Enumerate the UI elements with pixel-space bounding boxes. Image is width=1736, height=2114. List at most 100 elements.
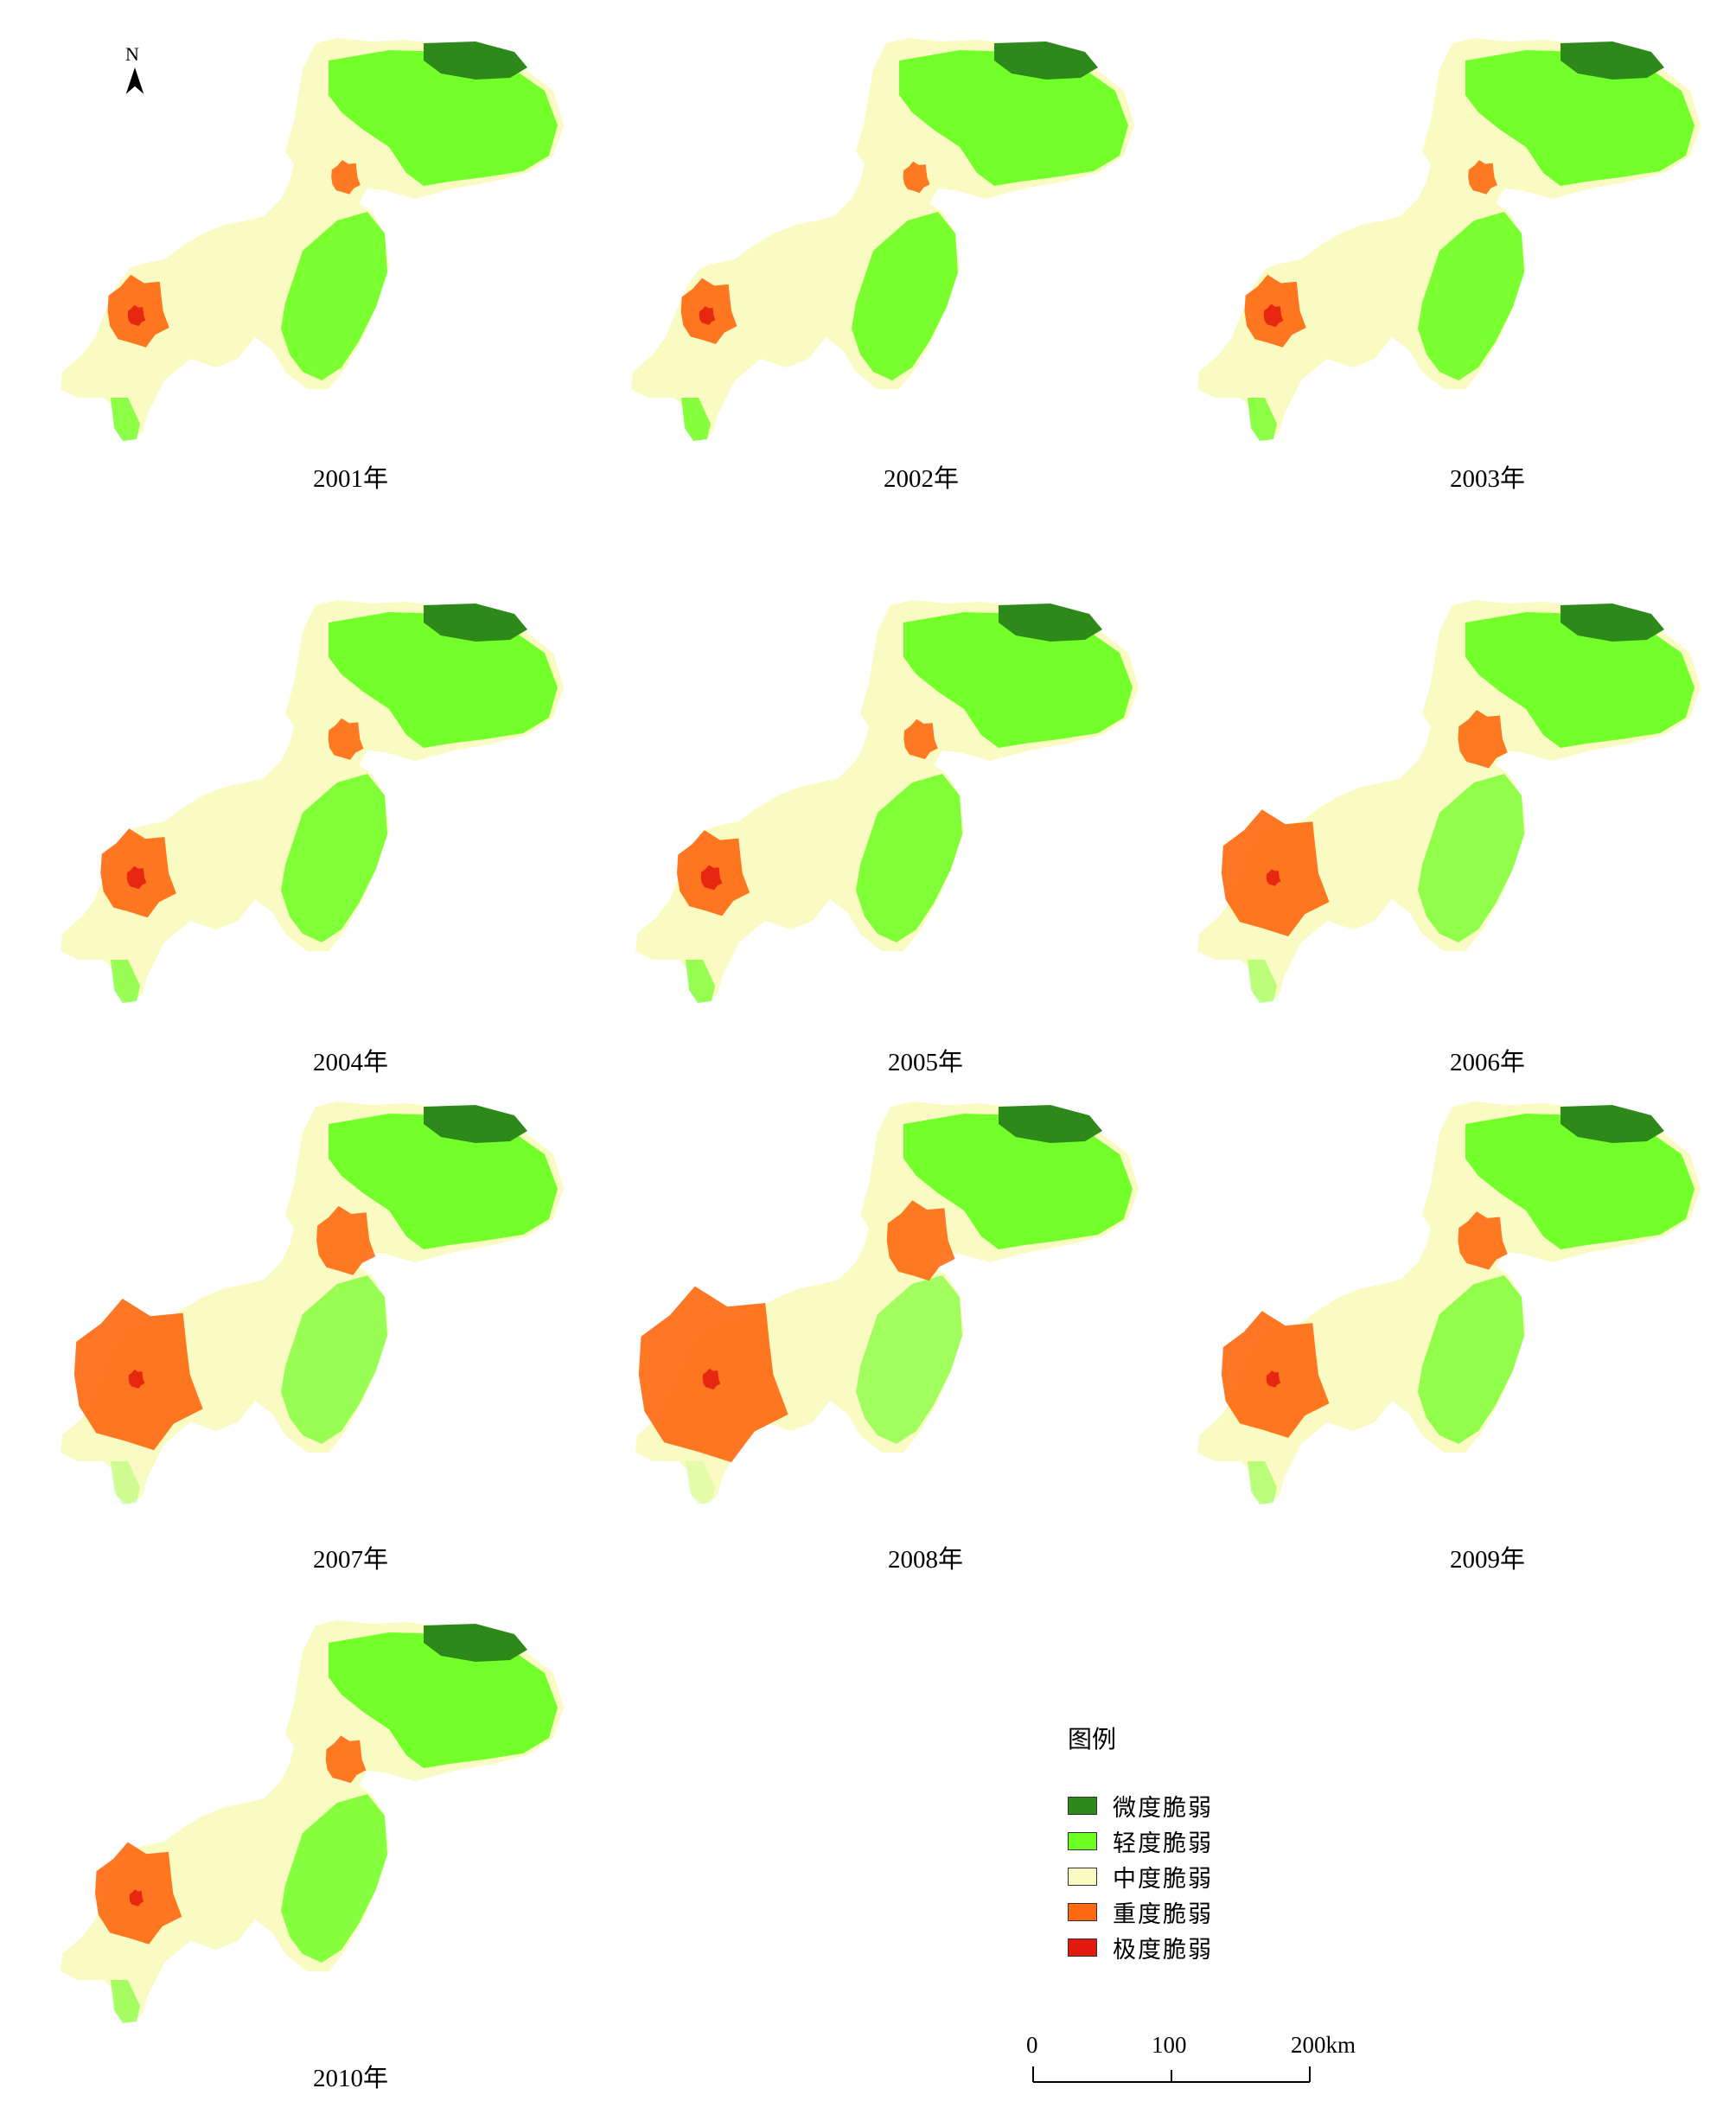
year-label: 2007年: [313, 1546, 389, 1574]
legend-title: 图例: [1068, 1725, 1117, 1753]
north-label: N: [125, 43, 139, 65]
year-label: 2008年: [888, 1546, 964, 1574]
light-zone-south: [681, 398, 711, 441]
map-panel-4: 2004年: [43, 588, 597, 1076]
map-panel-1: 2001年: [43, 26, 597, 510]
legend-swatch: [1068, 1938, 1097, 1957]
north-arrow-icon: [125, 67, 144, 94]
year-label: 2002年: [884, 465, 960, 493]
scale-tick-200km: 200km: [1291, 2032, 1356, 2058]
extreme-zone-core: [128, 1370, 145, 1389]
light-zone-northeast: [1465, 50, 1695, 186]
map-panel-10: 2010年: [43, 1608, 597, 2092]
extreme-zone-core: [1266, 1370, 1281, 1388]
light-zone-south: [1248, 398, 1277, 441]
legend-item: 极度脆弱: [1068, 1930, 1344, 1965]
light-zone-central: [281, 774, 387, 942]
extreme-zone-core: [702, 1368, 721, 1390]
map-panel-2: 2002年: [614, 26, 1167, 510]
map-panel-6: 2006年: [1180, 588, 1733, 1076]
light-zone-central: [281, 1794, 387, 1963]
light-zone-central: [281, 1275, 387, 1444]
light-zone-south: [1248, 960, 1277, 1003]
year-label: 2005年: [888, 1049, 964, 1076]
extreme-zone-core: [699, 306, 716, 325]
extreme-zone-core: [129, 1889, 144, 1906]
extreme-zone-core: [1263, 303, 1284, 328]
scale-tick-100: 100: [1152, 2032, 1187, 2058]
legend-item: 中度脆弱: [1068, 1859, 1344, 1894]
map-panel-3: 2003年: [1180, 26, 1733, 510]
micro-zone-north: [424, 42, 527, 80]
micro-zone-north: [999, 604, 1102, 642]
extreme-zone-core: [126, 865, 147, 890]
light-zone-south: [1248, 1461, 1277, 1504]
vulnerability-map: [61, 1620, 564, 2023]
year-label: 2003年: [1450, 465, 1526, 493]
year-label: 2010年: [313, 2065, 389, 2092]
light-zone-south: [111, 398, 140, 441]
light-zone-northeast: [903, 1114, 1133, 1249]
light-zone-central: [856, 774, 962, 942]
light-zone-south: [686, 960, 715, 1003]
vulnerability-map: [61, 600, 564, 1003]
year-label: 2009年: [1450, 1546, 1526, 1574]
severe-zone-central: [325, 1735, 367, 1784]
light-zone-central: [281, 212, 387, 380]
light-zone-south: [686, 1461, 715, 1504]
extreme-zone-core: [127, 304, 146, 327]
map-panel-9: 2009年: [1180, 1089, 1733, 1574]
extreme-zone-core: [700, 865, 723, 891]
severe-zone-central: [316, 1205, 376, 1275]
light-zone-south: [111, 1980, 140, 2023]
light-zone-northeast: [1465, 612, 1695, 748]
legend-item: 微度脆弱: [1068, 1788, 1344, 1823]
legend-label: 中度脆弱: [1113, 1866, 1213, 1893]
vulnerability-map: [1197, 38, 1701, 441]
light-zone-northeast: [903, 612, 1133, 748]
vulnerability-map: [61, 38, 564, 441]
year-label: 2004年: [313, 1049, 389, 1076]
light-zone-central: [856, 1275, 962, 1444]
micro-zone-north: [994, 42, 1098, 80]
vulnerability-map: [635, 600, 1139, 1003]
map-panel-5: 2005年: [618, 588, 1171, 1076]
vulnerability-map: [631, 38, 1134, 441]
legend: 图例 微度脆弱轻度脆弱中度脆弱重度脆弱极度脆弱: [1068, 1721, 1344, 1965]
vulnerability-map: [61, 1102, 564, 1504]
light-zone-south: [111, 960, 140, 1003]
severe-zone-central: [903, 719, 938, 760]
legend-swatch: [1068, 1903, 1097, 1921]
legend-item: 重度脆弱: [1068, 1894, 1344, 1930]
map-panel-7: 2007年: [43, 1089, 597, 1574]
light-zone-central: [1418, 774, 1524, 942]
legend-swatch: [1068, 1832, 1097, 1850]
micro-zone-north: [424, 604, 527, 642]
severe-zone-central: [331, 160, 361, 195]
light-zone-northeast: [329, 1632, 558, 1768]
light-zone-central: [1418, 212, 1524, 380]
severe-zone-central: [328, 718, 364, 760]
scale-bar: 0 100 200km: [1016, 2030, 1379, 2099]
year-label: 2001年: [313, 465, 389, 493]
legend-swatch: [1068, 1868, 1097, 1886]
light-zone-northeast: [1465, 1114, 1695, 1249]
micro-zone-north: [424, 1624, 527, 1662]
light-zone-northeast: [899, 50, 1128, 186]
legend-label: 轻度脆弱: [1113, 1830, 1213, 1857]
light-zone-northeast: [329, 1114, 558, 1249]
severe-zone-central: [1458, 710, 1508, 769]
vulnerability-map: [1197, 600, 1701, 1003]
light-zone-northeast: [329, 50, 558, 186]
legend-label: 极度脆弱: [1113, 1937, 1213, 1964]
severe-zone-central: [1468, 160, 1497, 195]
legend-item: 轻度脆弱: [1068, 1823, 1344, 1859]
micro-zone-north: [1560, 1105, 1664, 1143]
vulnerability-map: [635, 1102, 1139, 1504]
legend-label: 重度脆弱: [1113, 1901, 1213, 1928]
micro-zone-north: [1560, 604, 1664, 642]
year-label: 2006年: [1450, 1049, 1526, 1076]
severe-zone-central: [1458, 1211, 1508, 1270]
light-zone-northeast: [329, 612, 558, 748]
